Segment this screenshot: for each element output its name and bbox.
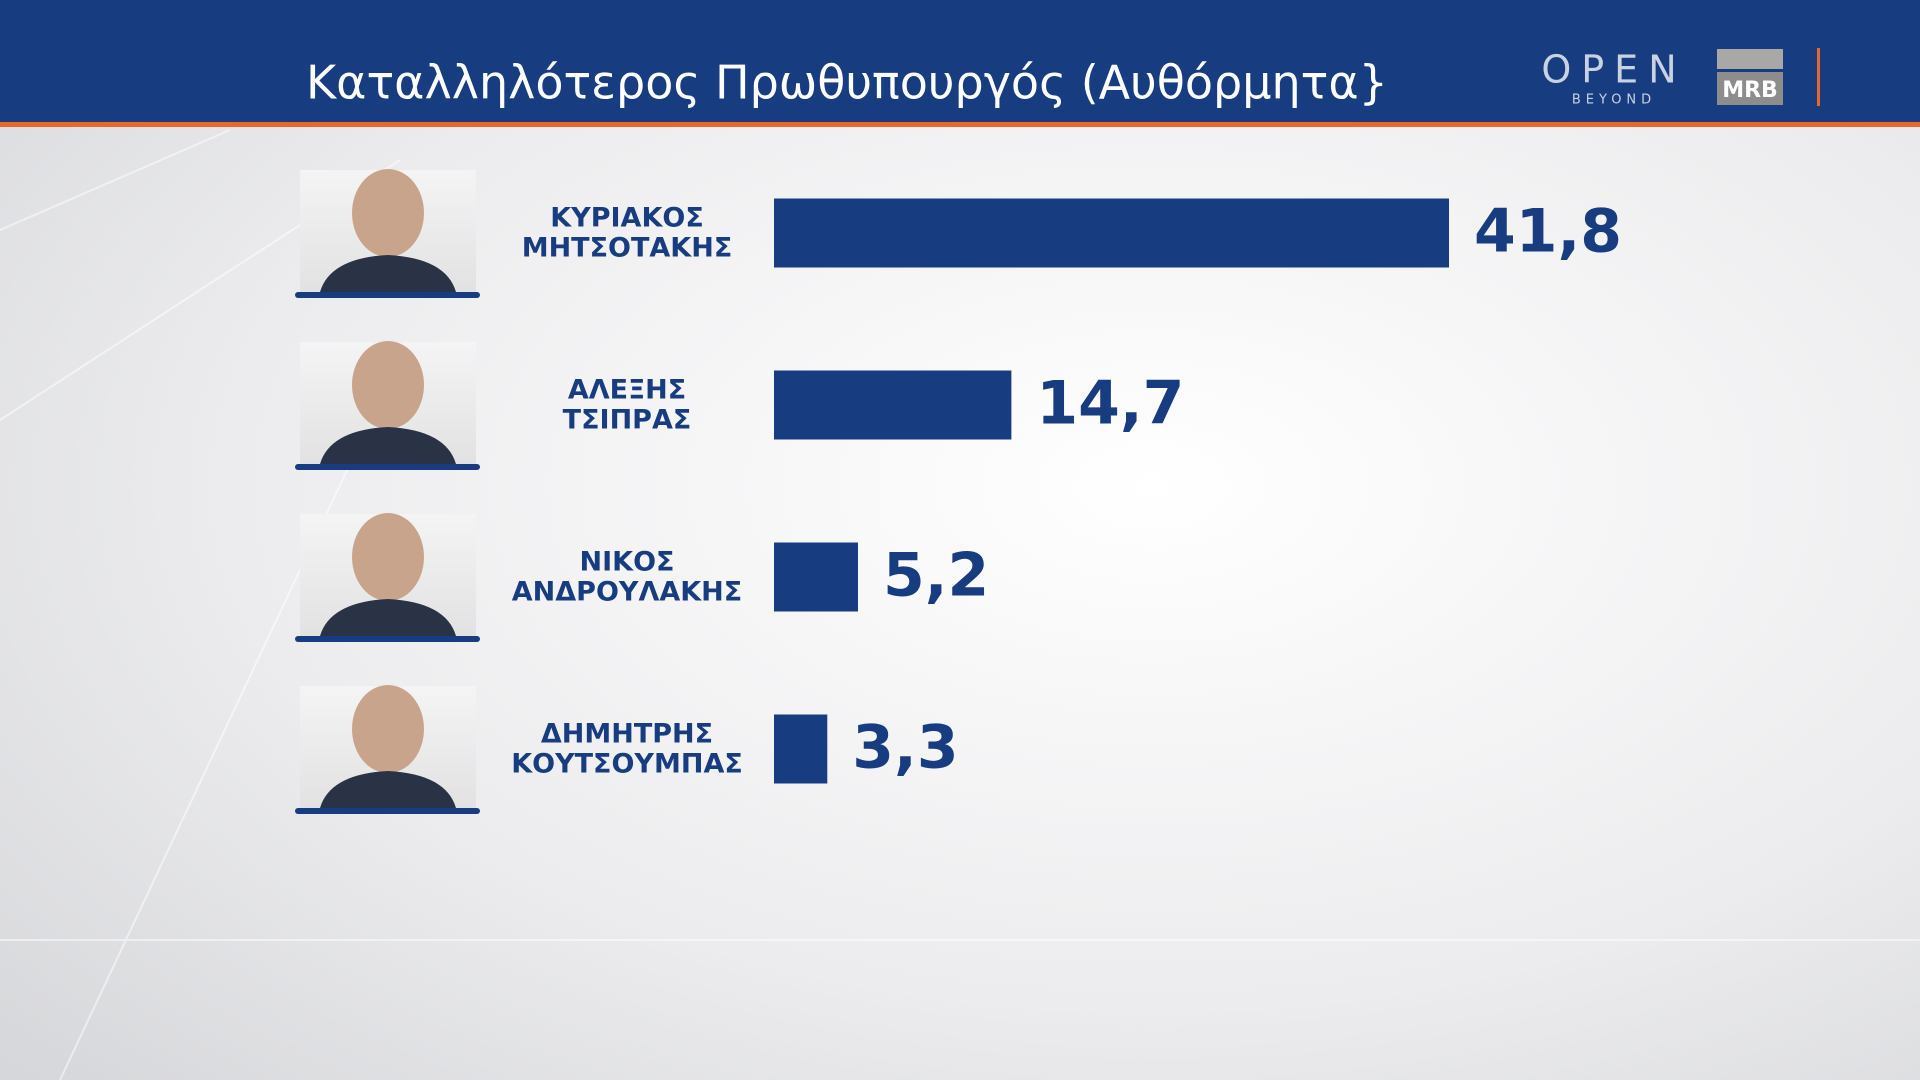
photo-head [352,169,424,257]
value-label: 3,3 [852,713,958,783]
logo-divider [1817,48,1820,106]
pollster-logo-top [1717,49,1783,69]
category-label: ΑΛΕΞΗΣ [568,375,686,406]
category-label: ΝΙΚΟΣ [580,547,675,578]
category-label: ΜΗΤΣΟΤΑΚΗΣ [522,233,733,264]
channel-logo: OPEN [1541,48,1686,92]
photo-body [320,255,456,292]
header [0,0,1920,124]
bar [774,370,1012,440]
pollster-logo: MRB [1722,78,1778,103]
photo-body [320,427,456,464]
photo-underline [295,808,480,814]
photo-head [352,685,424,773]
header-accent [0,122,1920,127]
photo-body [320,599,456,636]
value-label: 5,2 [883,541,989,611]
category-label: ΔΗΜΗΤΡΗΣ [541,719,713,750]
category-label: ΚΥΡΙΑΚΟΣ [550,203,704,234]
photo-head [352,341,424,429]
decor [0,129,1920,1080]
chart-title: Καταλληλότερος Πρωθυπουργός (Αυθόρμητα} [306,56,1388,110]
photo-head [352,513,424,601]
photo-underline [295,636,480,642]
value-label: 14,7 [1036,369,1184,439]
bar [774,198,1449,268]
category-label: ΚΟΥΤΣΟΥΜΠΑΣ [511,749,743,780]
photo-body [320,771,456,808]
pollster-logo-box [1717,72,1783,105]
photo-underline [295,292,480,298]
category-label: ΤΣΙΠΡΑΣ [563,405,692,436]
value-label: 41,8 [1474,197,1622,267]
bar [774,714,828,784]
channel-tagline: BEYOND [1572,93,1656,108]
category-label: ΑΝΔΡΟΥΛΑΚΗΣ [512,577,742,608]
bar [774,542,858,612]
photo-underline [295,464,480,470]
